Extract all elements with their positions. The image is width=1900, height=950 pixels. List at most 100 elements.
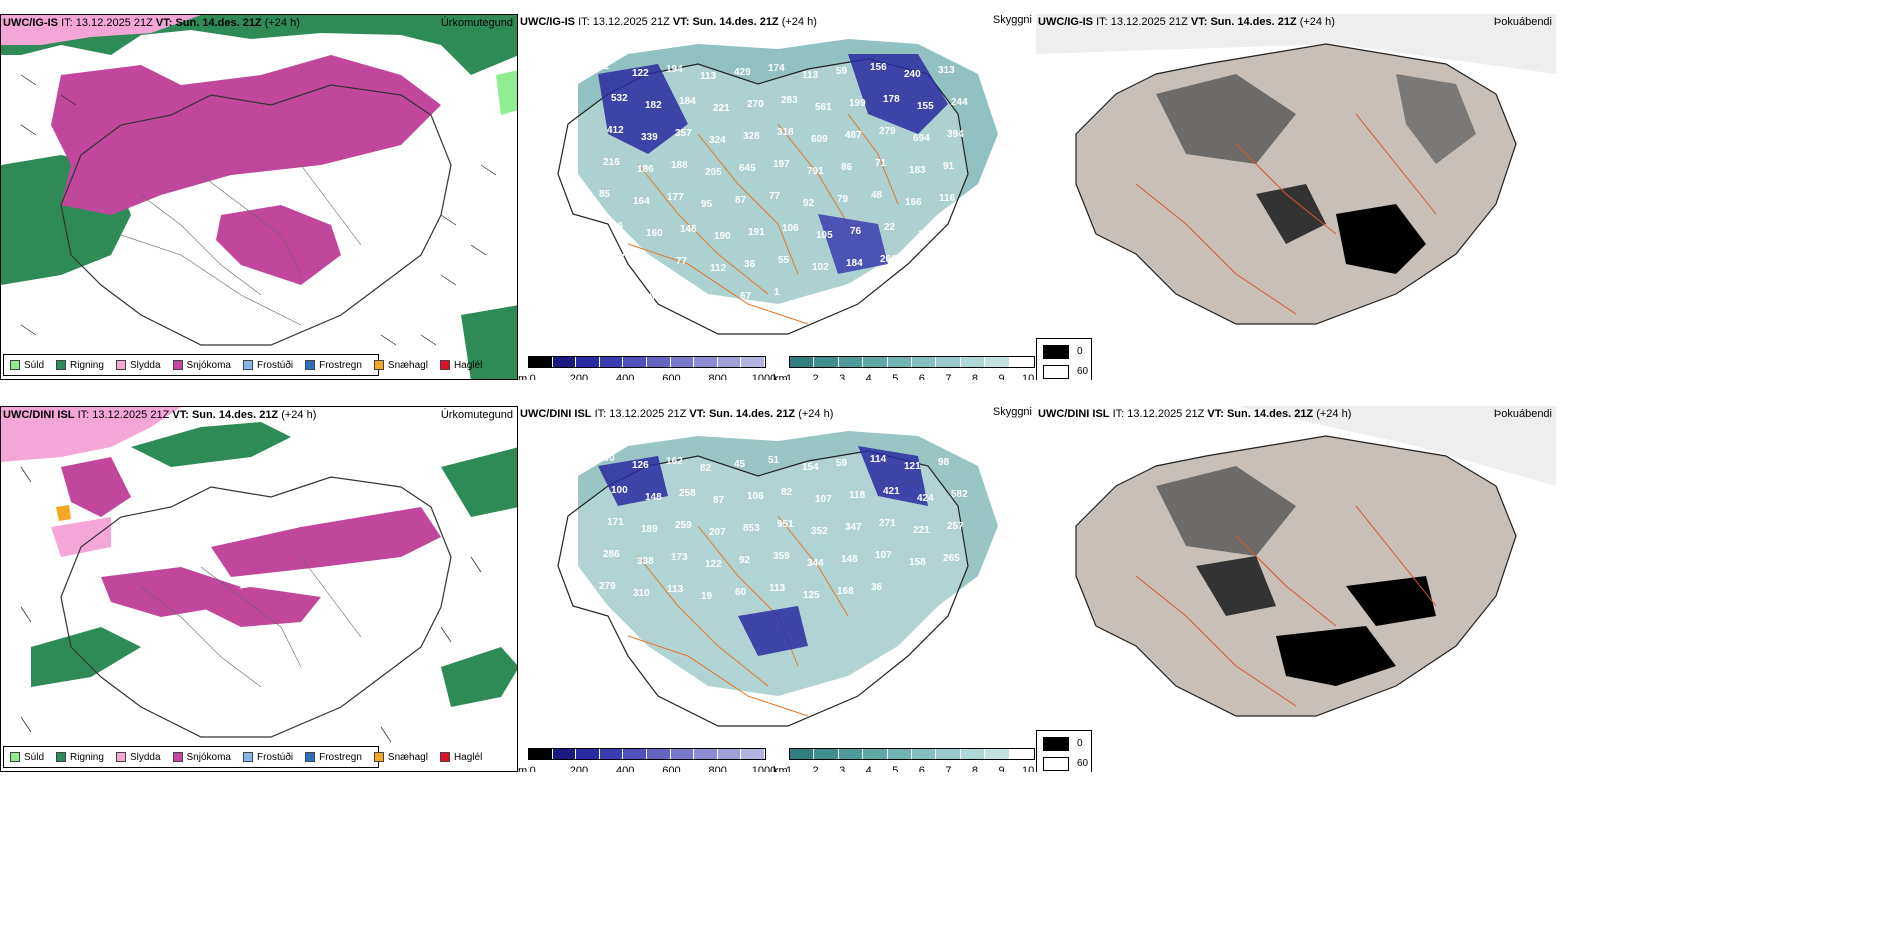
colorbar-box [814,357,839,367]
ceiling-value-label: 270 [747,99,764,110]
fog-legend: 0 60 [1036,338,1092,380]
legend-label: Snjókoma [186,359,231,371]
precip-legend-item: Slydda [115,360,161,371]
colorbar-tick: 4 [865,765,872,772]
ceiling-value-label: 210 [914,261,931,272]
legend-swatch [10,360,20,370]
legend-label: Haglél [453,751,483,763]
legend-label: Slydda [129,751,161,763]
ceiling-value-label: 191 [748,227,765,238]
ceiling-value-label: 424 [917,493,934,504]
ceiling-value-label: 59 [836,458,848,469]
fog-area [1256,184,1326,244]
legend-label: Snæhagl [387,751,428,763]
legend-swatch [305,360,316,370]
ceiling-value-label: 221 [913,525,930,536]
ceiling-value-label: 279 [879,126,896,137]
ceiling-value-label: 189 [641,524,658,535]
panel-header: UWC/IG-IS IT: 13.12.2025 21Z VT: Sun. 14… [1038,16,1335,28]
panel-header: UWC/DINI ISL IT: 13.12.2025 21Z VT: Sun.… [1038,408,1352,420]
ceiling-value-label: 328 [743,131,760,142]
colorbar-tick: 3 [839,373,846,380]
ceiling-value-label: 60 [735,587,747,598]
panel-title: Þokuábendi [1493,408,1552,420]
ceiling-value-label: 91 [943,161,955,172]
ceiling-value-label: 279 [599,581,616,592]
ceiling-value-label: 318 [777,127,794,138]
ceiling-value-label: 112 [710,263,727,274]
precip-legend-item: Snjókoma [172,752,231,763]
ceiling-visibility-panel-top: 21 122 194 113 429 174 113 59 156 240 313 532 182 184… [518,14,1036,380]
ceiling-value-label: 36 [744,259,756,270]
precip-legend-item: Snjókoma [172,359,231,371]
ceiling-value-label: 168 [638,292,655,303]
ceiling-value-label: 199 [849,98,866,109]
colorbar-tick: 3 [839,765,846,772]
ceiling-value-label: 221 [713,103,730,114]
ceiling-value-label: 1 [774,287,780,298]
colorbar-tick: 1000 [751,373,777,380]
fog-legend: 0 60 [1036,730,1092,772]
colorbar-box [1009,749,1034,759]
ceiling-value-label: 184 [679,96,696,107]
ceiling-value-label: 55 [778,255,790,266]
ceiling-value-label: 487 [845,130,862,141]
panel-header: UWC/IG-IS IT: 13.12.2025 21Z VT: Sun. 14… [3,17,300,29]
legend-swatch [115,360,126,370]
fog-area [1336,204,1426,274]
visibility-colorbar-unit: km [773,373,788,380]
ceiling-value-label: 694 [913,133,930,144]
legend-swatch [56,752,67,762]
colorbar-tick: 800 [708,765,727,772]
legend-label: Frostregn [319,359,362,371]
ceiling-value-label: 200 [598,453,615,464]
ceiling-value-label: 118 [849,490,866,501]
ceiling-value-label: 561 [815,102,832,113]
colorbar-tick: 2 [812,373,819,380]
colorbar-box [838,749,864,759]
colorbar-tick: 9 [998,373,1005,380]
fog-area [1346,576,1436,626]
colorbar-box [911,357,937,367]
ceiling-value-label: 100 [611,485,628,496]
precip-legend-item: Snæhagl [373,360,428,371]
colorbar-box [960,357,986,367]
colorbar-box [717,357,742,367]
ceiling-value-label: 87 [713,495,725,506]
legend-swatch [172,360,183,370]
visibility-colorbar-boxes [789,356,1035,368]
ceiling-value-label: 122 [632,68,649,79]
ceiling-value-label: 145 [952,225,969,236]
colorbar-tick: 600 [662,765,681,772]
legend-swatch [115,752,126,762]
ceiling-value-label: 167 [608,253,625,264]
colorbar-tick: 400 [616,765,635,772]
legend-swatch [373,752,384,762]
island-land [557,450,969,727]
legend-swatch [439,360,450,370]
colorbar-tick: 10 [1021,373,1035,380]
colorbar-tick: 4 [865,373,872,380]
ceiling-value-label: 102 [812,262,829,273]
ceiling-value-label: 582 [951,489,968,500]
colorbar-tick: 7 [945,765,952,772]
ceiling-value-label: 171 [607,517,624,528]
rain-area [131,422,291,467]
ceiling-value-label: 125 [803,590,820,601]
colorbar-tick: 7 [945,373,952,380]
panel-header: UWC/DINI ISL IT: 13.12.2025 21Z VT: Sun.… [3,409,317,421]
ceiling-value-label: 155 [917,101,934,112]
ceiling-colorbar-boxes [528,356,766,368]
colorbar-box [936,357,961,367]
ceiling-value-label: 347 [845,522,862,533]
precip-legend: Súld Rigning Slydda Snjókoma Frostúði Frostre… [3,746,482,768]
ceiling-value-label: 154 [802,462,819,473]
colorbar-box [911,749,937,759]
snow-area [211,507,441,577]
colorbar-box [694,749,718,759]
colorbar-tick: 1 [785,373,793,380]
ceiling-value-label: 352 [811,526,828,537]
ceiling-value-label: 87 [735,195,747,206]
ceiling-value-label: 244 [951,97,968,108]
ceiling-value-label: 188 [671,160,688,171]
